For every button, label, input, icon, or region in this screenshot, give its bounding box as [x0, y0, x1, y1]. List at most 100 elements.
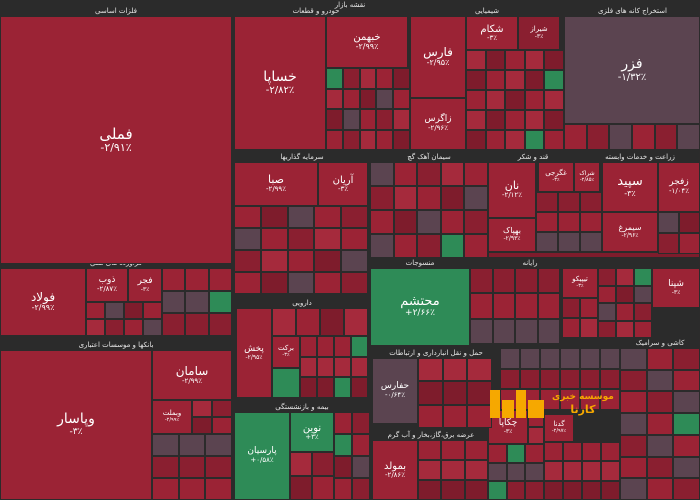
tile-novin[interactable]: نوین +۳٪: [290, 412, 334, 452]
filler-tile: [152, 434, 179, 456]
filler-tile: [601, 461, 620, 481]
tile-fazar[interactable]: فزر -۱/۳۲٪: [564, 16, 700, 124]
tile-sepid[interactable]: سپید -۳٪: [602, 162, 658, 212]
tile-mohtasham[interactable]: محتشم +۲/۶۶٪: [370, 268, 470, 346]
tile-change: -۲/۹۶٪: [428, 124, 448, 133]
filler-tile: [506, 462, 526, 482]
tile-kharak[interactable]: شراک -۲/۸۵٪: [574, 162, 600, 192]
tile-fars[interactable]: فارس -۲/۹۵٪: [410, 16, 466, 98]
filler-tile: [178, 456, 206, 478]
tile-tipico[interactable]: تیپیکو -۳٪: [562, 268, 598, 298]
filler-tile: [376, 68, 394, 89]
filler-tile: [418, 480, 442, 500]
filler-tile: [192, 417, 212, 434]
filler-tile: [359, 129, 377, 150]
filler-tile: [418, 358, 443, 382]
filler-tile: [393, 109, 410, 130]
filler-tile: [515, 293, 538, 319]
filler-tile: [234, 250, 261, 272]
tile-barkat[interactable]: برکت -۳٪: [272, 336, 300, 368]
tile-saba[interactable]: صبا -۲/۹۹٪: [234, 162, 318, 206]
filler-tile: [326, 68, 343, 89]
section-title-sugar: قند و شکر: [488, 152, 578, 162]
tile-sisat[interactable]: سیمرغ -۲/۹۶٪: [602, 212, 658, 252]
filler-tile: [560, 368, 580, 390]
tile-vebmellat[interactable]: وبملت -۲/۹۹٪: [152, 400, 192, 434]
tile-bahpak[interactable]: بهپاک -۲/۹۳٪: [488, 218, 536, 252]
tile-zafjar[interactable]: زفجر -۱/۰۴٪: [658, 162, 700, 212]
tile-ghogh[interactable]: غگرجی -۳٪: [538, 162, 574, 192]
filler-tile: [673, 391, 700, 414]
filler-tile: [505, 50, 525, 70]
filler-tile: [287, 272, 315, 294]
tile-khbahman[interactable]: خبهمن -۲/۹۹٪: [326, 16, 408, 68]
filler-tile: [540, 368, 560, 390]
filler-tile: [620, 369, 647, 392]
filler-tile: [536, 192, 558, 212]
filler-tile: [558, 192, 580, 212]
filler-tile: [646, 478, 674, 500]
tile-fameli[interactable]: فملی -۲/۹۱٪: [0, 16, 232, 264]
tile-name: فزر: [621, 55, 643, 72]
tile-ghadna[interactable]: گدنا -۲/۹۷٪: [544, 414, 574, 442]
tile-change: -۳٪: [486, 33, 498, 42]
filler-tile: [376, 88, 394, 109]
filler-tile: [505, 130, 525, 150]
tile-zob[interactable]: ذوب -۲/۸۷٪: [86, 268, 128, 302]
filler-tile: [464, 234, 488, 258]
tile-shiraz[interactable]: شیراز -۳٪: [518, 16, 560, 50]
tile-change: -۲/۸۵٪: [579, 176, 595, 183]
filler-tile: [673, 348, 700, 370]
section-title-tech: رایانه: [480, 258, 580, 268]
filler-tile: [536, 232, 558, 252]
filler-tile: [208, 313, 232, 336]
section-title-petro: شیمیایی: [412, 6, 562, 16]
tile-zagros[interactable]: زاگرس -۲/۹۶٪: [410, 98, 466, 150]
tile-arian[interactable]: آریان -۳٪: [318, 162, 368, 206]
tile-change: -۲/۹۶٪: [621, 232, 639, 240]
filler-tile: [560, 389, 580, 410]
filler-tile: [485, 70, 506, 90]
tile-hafars[interactable]: حفارس -۰/۶۴٪: [372, 358, 418, 424]
tile-shekam[interactable]: شکام -۳٪: [466, 16, 518, 50]
filler-tile: [492, 318, 515, 344]
filler-tile: [634, 285, 652, 303]
tile-name: سیمرغ: [618, 223, 642, 233]
tile-foolad[interactable]: فولاد -۲/۹۹٪: [0, 268, 86, 336]
filler-tile: [287, 250, 315, 272]
tile-shepna[interactable]: شپنا -۳٪: [652, 268, 700, 308]
filler-tile: [393, 129, 410, 150]
filler-tile: [488, 462, 507, 482]
tile-saman[interactable]: سامان -۲/۹۹٪: [152, 350, 232, 400]
filler-tile: [440, 186, 465, 210]
filler-tile: [192, 400, 212, 417]
filler-tile: [492, 293, 515, 319]
filler-tile: [563, 442, 582, 462]
tile-pakhsh[interactable]: پخش -۲/۹۵٪: [236, 308, 272, 398]
filler-tile: [620, 413, 647, 435]
filler-tile: [646, 434, 674, 457]
tile-change: -۲/۹۱٪: [100, 141, 132, 155]
filler-tile: [417, 210, 441, 234]
tile-fajr[interactable]: فجر -۳٪: [128, 268, 162, 302]
tile-name: وپاسار: [57, 411, 95, 428]
filler-tile: [143, 319, 162, 336]
filler-tile: [600, 368, 620, 390]
tile-change: -۳٪: [552, 177, 560, 184]
tile-bemolad[interactable]: بمولد -۲/۸۶٪: [372, 440, 418, 500]
filler-tile: [212, 417, 232, 434]
tile-parsian[interactable]: پارسیان +۰/۵۸٪: [234, 412, 290, 500]
tile-change: -۳٪: [671, 288, 681, 296]
filler-tile: [506, 444, 526, 463]
filler-tile: [679, 233, 700, 254]
tile-name: برکت: [277, 344, 295, 353]
tile-khesapa[interactable]: خساپا -۲/۸۲٪: [234, 16, 326, 150]
tile-nan[interactable]: نان -۲/۱۲٪: [488, 162, 536, 218]
filler-tile: [234, 228, 261, 250]
filler-tile: [609, 124, 632, 150]
filler-tile: [314, 272, 342, 294]
tile-vepasar[interactable]: وپاسار -۳٪: [0, 350, 152, 500]
filler-tile: [326, 88, 343, 109]
filler-tile: [393, 210, 418, 234]
section-title-metals: فلزات اساسی: [0, 6, 232, 16]
